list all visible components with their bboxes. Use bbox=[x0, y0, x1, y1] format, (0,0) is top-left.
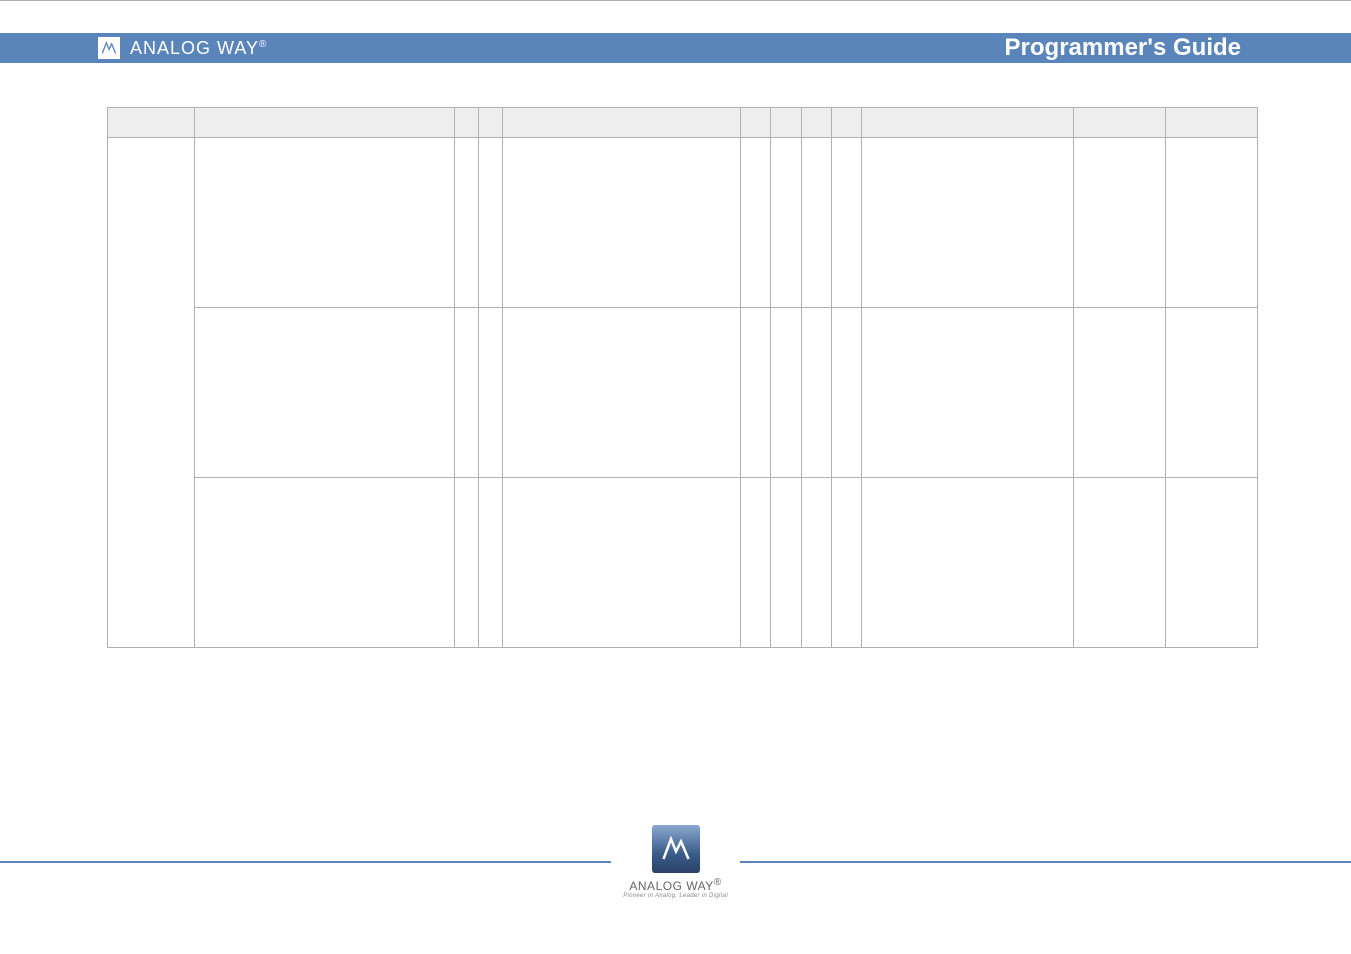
cell bbox=[1165, 478, 1257, 648]
cell bbox=[454, 138, 478, 308]
col-header bbox=[454, 108, 478, 138]
footer-logo-icon bbox=[652, 825, 700, 873]
cell bbox=[771, 478, 801, 648]
table-row bbox=[108, 308, 1258, 478]
logo-icon bbox=[98, 37, 120, 59]
footer-brand-name: ANALOG WAY bbox=[629, 879, 713, 893]
footer-tagline: Pioneer in Analog, Leader in Digital bbox=[623, 893, 728, 899]
cell bbox=[740, 308, 770, 478]
col-header bbox=[862, 108, 1073, 138]
col-header bbox=[801, 108, 831, 138]
footer-brand-registered: ® bbox=[714, 877, 722, 888]
cell bbox=[478, 308, 502, 478]
cell bbox=[454, 308, 478, 478]
cell bbox=[801, 308, 831, 478]
cell bbox=[862, 308, 1073, 478]
col-header bbox=[478, 108, 502, 138]
footer-logo-block: ANALOG WAY® Pioneer in Analog, Leader in… bbox=[611, 825, 740, 899]
cell bbox=[194, 308, 454, 478]
command-table-container bbox=[107, 107, 1258, 648]
col-header bbox=[1073, 108, 1165, 138]
col-header bbox=[502, 108, 740, 138]
cell bbox=[194, 478, 454, 648]
cell bbox=[801, 138, 831, 308]
cell bbox=[1165, 308, 1257, 478]
brand-registered: ® bbox=[259, 39, 267, 50]
cell bbox=[454, 478, 478, 648]
footer-line-right bbox=[740, 861, 1351, 863]
col-header bbox=[194, 108, 454, 138]
footer: ANALOG WAY® Pioneer in Analog, Leader in… bbox=[0, 825, 1351, 899]
brand-name: ANALOG WAY bbox=[130, 38, 259, 58]
table-row bbox=[108, 138, 1258, 308]
col-header bbox=[1165, 108, 1257, 138]
page-title: Programmer's Guide bbox=[1005, 34, 1241, 62]
footer-line-left bbox=[0, 861, 611, 863]
header-bar: ANALOG WAY® Programmer's Guide bbox=[0, 33, 1351, 63]
cell bbox=[502, 138, 740, 308]
cell bbox=[740, 138, 770, 308]
cell bbox=[478, 478, 502, 648]
footer-brand-text: ANALOG WAY® bbox=[629, 877, 721, 893]
cell bbox=[502, 308, 740, 478]
col-header bbox=[108, 108, 195, 138]
col-header bbox=[832, 108, 862, 138]
cell bbox=[1073, 478, 1165, 648]
cell bbox=[862, 138, 1073, 308]
brand-text: ANALOG WAY® bbox=[130, 38, 267, 59]
table-header-row bbox=[108, 108, 1258, 138]
cell bbox=[478, 138, 502, 308]
cell bbox=[801, 478, 831, 648]
cell bbox=[832, 478, 862, 648]
cell bbox=[771, 308, 801, 478]
table-row bbox=[108, 478, 1258, 648]
cell bbox=[832, 308, 862, 478]
cell bbox=[1073, 308, 1165, 478]
cell bbox=[832, 138, 862, 308]
cell bbox=[1073, 138, 1165, 308]
cell-group bbox=[108, 138, 195, 648]
cell bbox=[1165, 138, 1257, 308]
cell bbox=[862, 478, 1073, 648]
col-header bbox=[740, 108, 770, 138]
cell bbox=[194, 138, 454, 308]
command-table bbox=[107, 107, 1258, 648]
cell bbox=[771, 138, 801, 308]
col-header bbox=[771, 108, 801, 138]
top-border-line bbox=[0, 0, 1351, 1]
cell bbox=[502, 478, 740, 648]
cell bbox=[740, 478, 770, 648]
